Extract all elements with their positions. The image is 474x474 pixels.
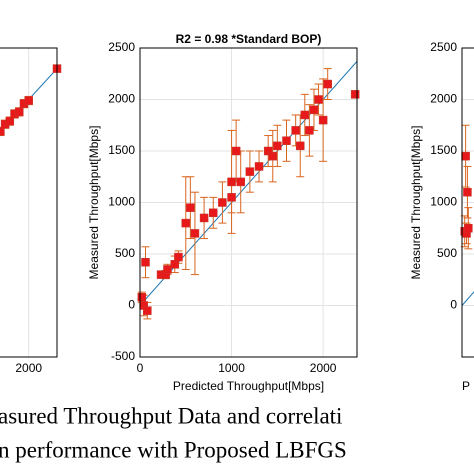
y-tick-label: 1000 xyxy=(430,195,457,209)
y-tick-label: 2500 xyxy=(108,40,135,54)
point xyxy=(305,126,314,135)
point xyxy=(295,141,305,151)
y-tick-label: 1000 xyxy=(108,195,135,209)
x-axis-label: P xyxy=(462,379,470,393)
x-tick-label: 2000 xyxy=(310,361,337,375)
y-tick-label: 500 xyxy=(437,246,457,260)
y-tick-label: 2000 xyxy=(108,92,135,106)
point xyxy=(464,224,473,233)
caption-line: n performance with Proposed LBFGS xyxy=(0,437,347,462)
point xyxy=(227,177,236,187)
point xyxy=(190,229,200,238)
point xyxy=(323,79,332,89)
point xyxy=(268,151,278,161)
point xyxy=(463,187,472,197)
point xyxy=(186,203,195,212)
point xyxy=(254,162,264,171)
y-tick-label: 0 xyxy=(450,298,457,312)
point xyxy=(170,260,180,269)
point xyxy=(143,306,152,315)
point xyxy=(137,293,147,302)
point xyxy=(227,193,236,202)
point xyxy=(15,107,24,117)
point xyxy=(174,252,183,262)
y-axis-label: Measured Throughput[Mbps] xyxy=(409,126,423,280)
point xyxy=(163,265,172,274)
y-tick-label: 2500 xyxy=(430,40,457,54)
y-tick-label: -500 xyxy=(111,349,135,363)
point xyxy=(208,208,218,218)
caption-line: asured Throughput Data and correlati xyxy=(0,403,342,428)
point xyxy=(263,146,273,156)
point xyxy=(245,167,255,176)
y-tick-label: 2000 xyxy=(430,92,457,106)
point xyxy=(309,105,319,115)
point xyxy=(291,126,300,135)
point xyxy=(181,218,191,228)
axes-box xyxy=(461,47,474,358)
point xyxy=(141,257,150,267)
y-tick-label: 1500 xyxy=(430,143,457,157)
y-tick-label: 500 xyxy=(115,246,135,260)
axes-box xyxy=(139,47,358,358)
point xyxy=(199,213,209,223)
point xyxy=(282,136,291,145)
y-tick-label: 0 xyxy=(128,298,135,312)
point xyxy=(5,116,15,126)
point xyxy=(0,127,5,136)
point xyxy=(318,115,328,125)
x-axis-label: Predicted Throughput[Mbps] xyxy=(173,379,324,393)
point xyxy=(300,110,310,120)
point xyxy=(273,141,282,151)
x-tick-label: 0 xyxy=(137,361,144,375)
y-axis-label: Measured Throughput[Mbps] xyxy=(87,126,101,280)
point xyxy=(350,90,360,99)
axes-box xyxy=(0,47,58,358)
point xyxy=(314,95,323,104)
point xyxy=(231,146,241,156)
point xyxy=(24,96,33,105)
point xyxy=(236,177,245,187)
point xyxy=(461,151,470,161)
x-tick-label: 1000 xyxy=(218,361,245,375)
y-tick-label: 1500 xyxy=(108,143,135,157)
x-tick-label: 2000 xyxy=(15,361,42,375)
point xyxy=(218,198,227,207)
chart-title: R2 = 0.98 *Standard BOP) xyxy=(176,32,322,46)
